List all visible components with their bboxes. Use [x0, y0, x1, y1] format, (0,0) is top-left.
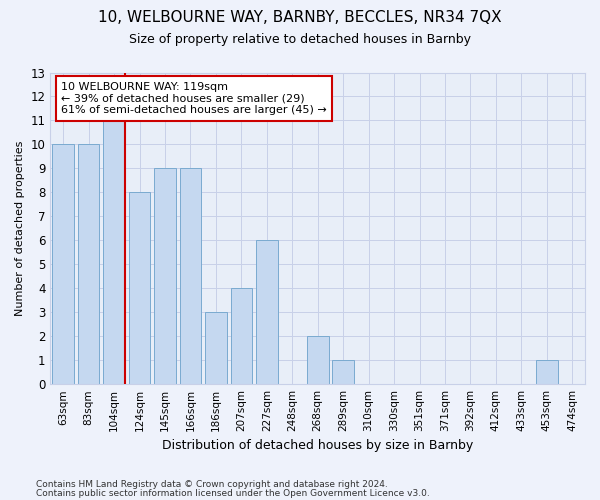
Bar — [230, 288, 252, 384]
Text: 10, WELBOURNE WAY, BARNBY, BECCLES, NR34 7QX: 10, WELBOURNE WAY, BARNBY, BECCLES, NR34… — [98, 10, 502, 25]
Bar — [52, 144, 74, 384]
Bar — [536, 360, 557, 384]
X-axis label: Distribution of detached houses by size in Barnby: Distribution of detached houses by size … — [162, 440, 473, 452]
Text: Size of property relative to detached houses in Barnby: Size of property relative to detached ho… — [129, 32, 471, 46]
Bar — [307, 336, 329, 384]
Text: Contains HM Land Registry data © Crown copyright and database right 2024.: Contains HM Land Registry data © Crown c… — [36, 480, 388, 489]
Bar — [179, 168, 201, 384]
Bar — [154, 168, 176, 384]
Bar — [205, 312, 227, 384]
Bar — [103, 120, 125, 384]
Bar — [332, 360, 354, 384]
Bar — [128, 192, 151, 384]
Y-axis label: Number of detached properties: Number of detached properties — [15, 140, 25, 316]
Bar — [78, 144, 100, 384]
Text: 10 WELBOURNE WAY: 119sqm
← 39% of detached houses are smaller (29)
61% of semi-d: 10 WELBOURNE WAY: 119sqm ← 39% of detach… — [61, 82, 327, 115]
Bar — [256, 240, 278, 384]
Text: Contains public sector information licensed under the Open Government Licence v3: Contains public sector information licen… — [36, 488, 430, 498]
